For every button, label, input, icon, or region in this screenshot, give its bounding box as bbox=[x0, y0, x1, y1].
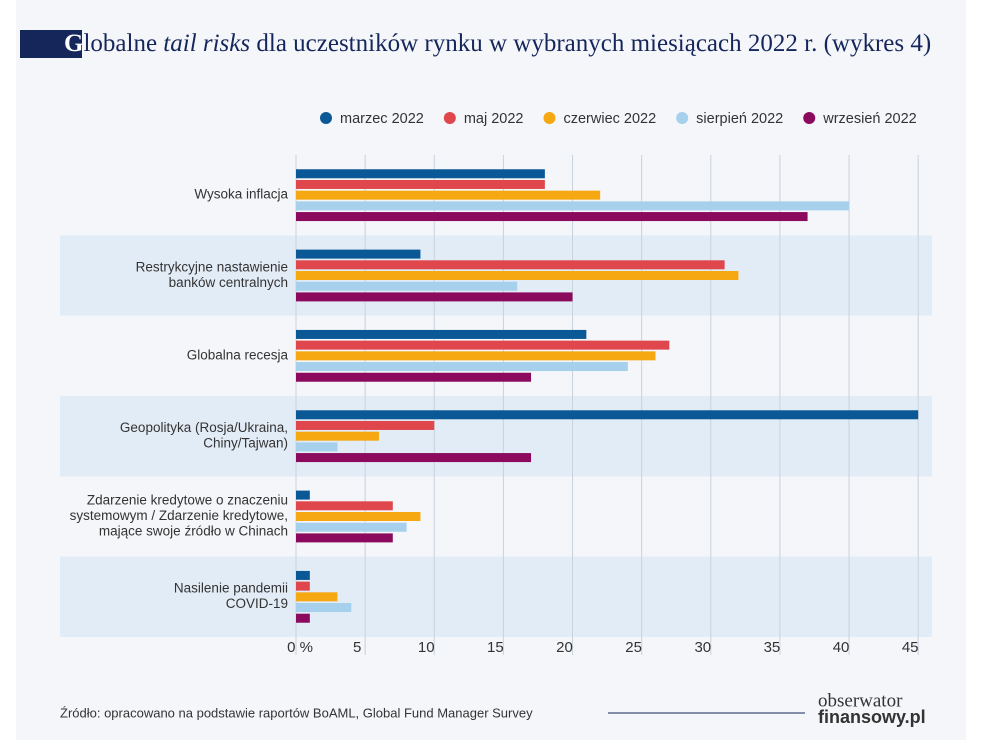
band bbox=[60, 556, 932, 637]
x-tick-label: 20 bbox=[556, 639, 573, 656]
title-part: dla uczestników rynku w wybranych miesią… bbox=[250, 30, 931, 57]
y-tick-label: mające swoje źródło w Chinach bbox=[99, 524, 288, 539]
bar bbox=[296, 512, 421, 521]
x-tick-label: 25 bbox=[625, 639, 642, 656]
y-tick-label: Nasilenie pandemii bbox=[174, 581, 288, 596]
bar bbox=[296, 212, 808, 222]
bar bbox=[296, 271, 739, 280]
x-tick-label: 10 bbox=[418, 639, 435, 656]
legend-label: sierpień 2022 bbox=[696, 111, 783, 127]
bar bbox=[296, 281, 518, 291]
logo-top: obserwator bbox=[818, 690, 903, 711]
legend-label: maj 2022 bbox=[464, 111, 524, 127]
y-tick-label: Chiny/Tajwan) bbox=[203, 435, 288, 450]
bar bbox=[296, 613, 310, 623]
bar bbox=[296, 362, 628, 372]
x-tick-label: 35 bbox=[764, 639, 781, 656]
x-tick-label: 45 bbox=[902, 639, 919, 656]
bar bbox=[296, 581, 310, 591]
bar bbox=[296, 190, 601, 200]
x-tick-label: 5 bbox=[353, 639, 361, 656]
title-part: tail risks bbox=[163, 30, 250, 57]
x-tick-label: 0 % bbox=[287, 639, 313, 656]
legend-swatch bbox=[443, 112, 456, 124]
y-tick-label: Restrykcyjne nastawienie bbox=[136, 259, 288, 274]
title-part: lobalne bbox=[83, 30, 163, 57]
bar bbox=[296, 453, 532, 463]
y-tick-label: Geopolityka (Rosja/Ukraina, bbox=[120, 420, 288, 435]
bar bbox=[296, 329, 587, 339]
bar bbox=[296, 533, 393, 543]
x-tick-label: 40 bbox=[833, 639, 850, 656]
bar bbox=[296, 410, 919, 420]
x-tick-label: 30 bbox=[694, 639, 711, 656]
legend-label: marzec 2022 bbox=[340, 111, 424, 127]
y-tick-label: banków centralnych bbox=[169, 275, 288, 290]
bar bbox=[296, 592, 338, 602]
y-tick-label: COVID-19 bbox=[226, 596, 288, 611]
bar bbox=[296, 603, 352, 613]
band bbox=[60, 396, 932, 477]
bar bbox=[296, 522, 407, 532]
bar bbox=[296, 169, 545, 179]
legend-swatch bbox=[803, 112, 816, 124]
bar bbox=[296, 249, 421, 259]
bar bbox=[296, 372, 532, 382]
source: Źródło: opracowano na podstawie raportów… bbox=[60, 705, 533, 720]
bar bbox=[296, 292, 573, 302]
bar bbox=[296, 442, 338, 452]
bar bbox=[296, 490, 310, 500]
bar bbox=[296, 260, 725, 270]
chart-title: Globalne tail risks dla uczestników rynk… bbox=[64, 30, 931, 57]
bar bbox=[296, 351, 656, 361]
y-tick-label: Globalna recesja bbox=[187, 347, 289, 362]
y-tick-label: systemowym / Zdarzenie kredytowe, bbox=[70, 508, 288, 523]
x-tick-label: 15 bbox=[487, 639, 504, 656]
bar bbox=[296, 201, 850, 211]
bar bbox=[296, 431, 379, 441]
logo-bottom: finansowy.pl bbox=[818, 707, 926, 727]
bar bbox=[296, 340, 670, 350]
title-block bbox=[20, 30, 82, 58]
legend-label: czerwiec 2022 bbox=[563, 111, 656, 127]
bar bbox=[296, 570, 310, 580]
legend-swatch bbox=[320, 112, 332, 124]
legend-swatch bbox=[676, 112, 689, 124]
y-tick-label: Wysoka inflacja bbox=[194, 187, 288, 202]
bar bbox=[296, 501, 393, 511]
bar bbox=[296, 420, 435, 430]
title-initial: G bbox=[64, 30, 83, 57]
legend-label: wrzesień 2022 bbox=[822, 111, 917, 127]
legend-swatch bbox=[543, 112, 556, 124]
bar bbox=[296, 179, 545, 189]
y-tick-label: Zdarzenie kredytowe o znaczeniu bbox=[87, 493, 288, 508]
